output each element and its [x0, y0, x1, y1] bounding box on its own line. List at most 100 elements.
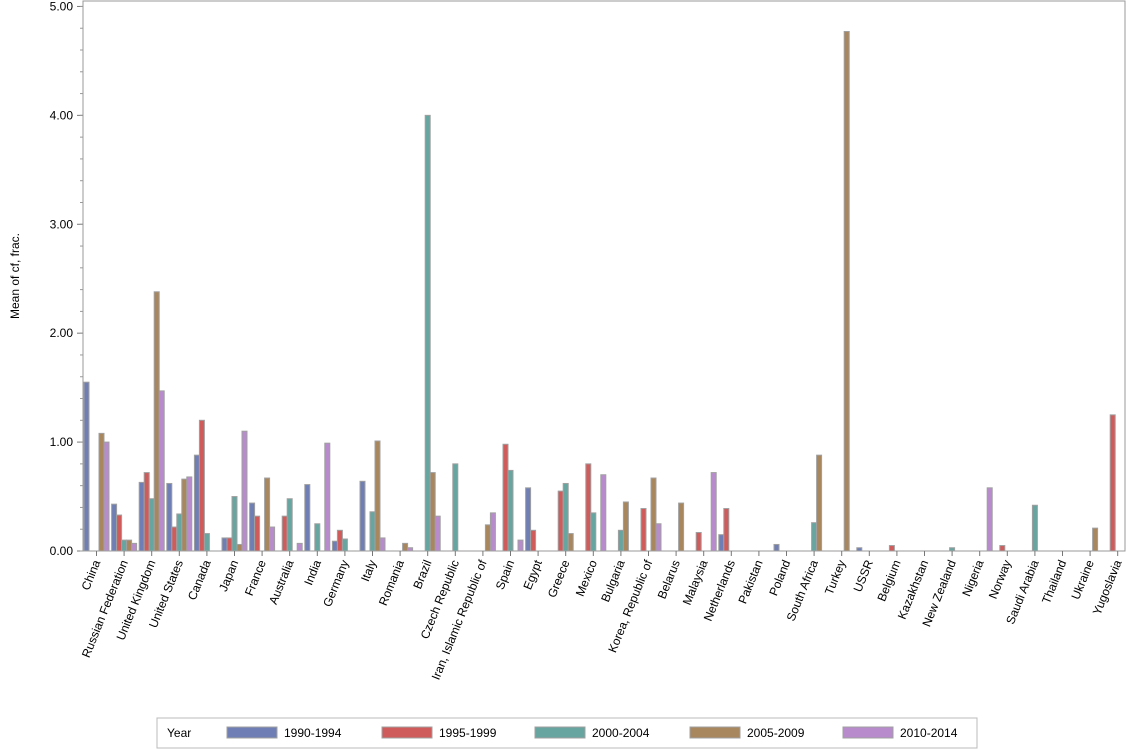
- x-tick-label: Poland: [766, 558, 793, 598]
- y-tick-label: 3.00: [50, 217, 74, 231]
- bar-2000-2004: [562, 482, 569, 552]
- bar-2010-2014: [489, 512, 496, 552]
- legend-swatch: [381, 726, 433, 739]
- bar-2005-2009: [126, 539, 133, 552]
- bar-2010-2014: [655, 523, 662, 552]
- bar-1995-1999: [1109, 414, 1116, 552]
- bar-1990-1994: [111, 503, 118, 552]
- legend-label: 2000-2004: [592, 726, 650, 740]
- y-tick-label: 5.00: [50, 0, 74, 13]
- x-tick-label: Romania: [376, 558, 407, 608]
- bar-1995-1999: [557, 490, 564, 552]
- bar-1995-1999: [888, 545, 895, 552]
- bar-2000-2004: [424, 114, 431, 552]
- y-tick-label: 4.00: [50, 108, 74, 122]
- x-tick-label: Japan: [216, 558, 241, 594]
- legend-swatch: [226, 726, 278, 739]
- bar-2000-2004: [617, 529, 624, 552]
- x-tick-label: Belgium: [874, 558, 903, 603]
- bar-1995-1999: [695, 531, 702, 552]
- bar-2005-2009: [1092, 527, 1099, 552]
- bar-2010-2014: [986, 487, 993, 552]
- bar-2000-2004: [949, 547, 956, 552]
- bar-2000-2004: [507, 469, 514, 552]
- bar-1990-1994: [773, 543, 780, 552]
- x-tick-label: Pakistan: [735, 558, 765, 606]
- y-axis: 0.00 1.00 2.00 3.00 4.00 5.00: [50, 0, 83, 558]
- y-tick-label: 2.00: [50, 326, 74, 340]
- bar-1995-1999: [116, 514, 123, 552]
- x-tick-label: Malaysia: [680, 558, 711, 607]
- legend-label: 1995-1999: [439, 726, 497, 740]
- bar-2010-2014: [710, 472, 717, 552]
- x-tick-label: Greece: [545, 558, 573, 600]
- x-tick-label: Canada: [185, 558, 214, 603]
- x-tick-label: Turkey: [822, 558, 849, 597]
- bar-2010-2014: [324, 442, 331, 552]
- legend-label: 2010-2014: [900, 726, 958, 740]
- bar-1995-1999: [585, 463, 592, 552]
- bar-1990-1994: [138, 481, 145, 552]
- bar-2005-2009: [153, 291, 160, 552]
- bar-1995-1999: [254, 515, 261, 552]
- bar-1990-1994: [193, 454, 200, 552]
- bar-2000-2004: [341, 538, 348, 552]
- legend-swatch: [842, 726, 894, 739]
- bar-2010-2014: [241, 430, 248, 552]
- x-tick-label: Brazil: [410, 558, 434, 591]
- bar-2000-2004: [148, 498, 155, 552]
- bar-2010-2014: [517, 539, 524, 552]
- x-tick-label: Thailand: [1039, 558, 1069, 606]
- bar-1995-1999: [502, 443, 509, 552]
- bar-2005-2009: [374, 440, 381, 552]
- bar-2010-2014: [434, 515, 441, 552]
- bar-2000-2004: [811, 522, 818, 552]
- bar-2010-2014: [600, 474, 607, 552]
- bar-2000-2004: [314, 523, 321, 552]
- bar-2010-2014: [131, 542, 138, 552]
- x-tick-label: Bulgaria: [598, 558, 628, 604]
- y-tick-label: 0.00: [50, 544, 74, 558]
- bar-2005-2009: [429, 472, 436, 552]
- x-tick-label: Spain: [493, 558, 517, 592]
- legend-label: 2005-2009: [747, 726, 805, 740]
- bar-1990-1994: [221, 537, 228, 552]
- bar-2000-2004: [369, 511, 376, 552]
- bar-2010-2014: [407, 547, 414, 552]
- bar-1995-1999: [198, 419, 205, 552]
- x-tick-label: Ukraine: [1068, 558, 1097, 602]
- bar-2005-2009: [264, 477, 271, 552]
- bar-2005-2009: [98, 432, 105, 552]
- bar-2000-2004: [121, 539, 128, 552]
- legend-label: 1990-1994: [284, 726, 342, 740]
- x-tick-label: Nigeria: [959, 558, 986, 599]
- bar-2000-2004: [231, 496, 238, 552]
- bar-1995-1999: [336, 529, 343, 552]
- bar-2005-2009: [622, 501, 629, 552]
- bar-2000-2004: [590, 512, 597, 552]
- bar-2005-2009: [402, 542, 409, 552]
- bar-2010-2014: [186, 476, 193, 552]
- bar-2000-2004: [286, 498, 293, 552]
- bar-1990-1994: [856, 547, 863, 552]
- bar-2000-2004: [176, 513, 183, 552]
- bar-1990-1994: [304, 484, 311, 552]
- bar-2010-2014: [379, 537, 386, 552]
- bar-1995-1999: [999, 545, 1006, 552]
- bar-1995-1999: [640, 508, 647, 552]
- x-tick-label: Norway: [986, 558, 1014, 601]
- bar-2005-2009: [181, 478, 188, 552]
- bar-2010-2014: [269, 526, 276, 552]
- y-tick-label: 1.00: [50, 435, 74, 449]
- x-tick-label: Egypt: [520, 557, 545, 591]
- bar-1995-1999: [281, 515, 288, 552]
- legend: Year 1990-1994 1995-1999 2000-2004 2005-200…: [156, 717, 978, 749]
- bar-2005-2009: [816, 454, 823, 552]
- x-tick-label: Mexico: [573, 558, 600, 599]
- bar-1990-1994: [359, 480, 366, 552]
- bar-2005-2009: [650, 477, 657, 552]
- x-tick-label: USSR: [851, 558, 877, 594]
- x-tick-label: India: [301, 558, 324, 588]
